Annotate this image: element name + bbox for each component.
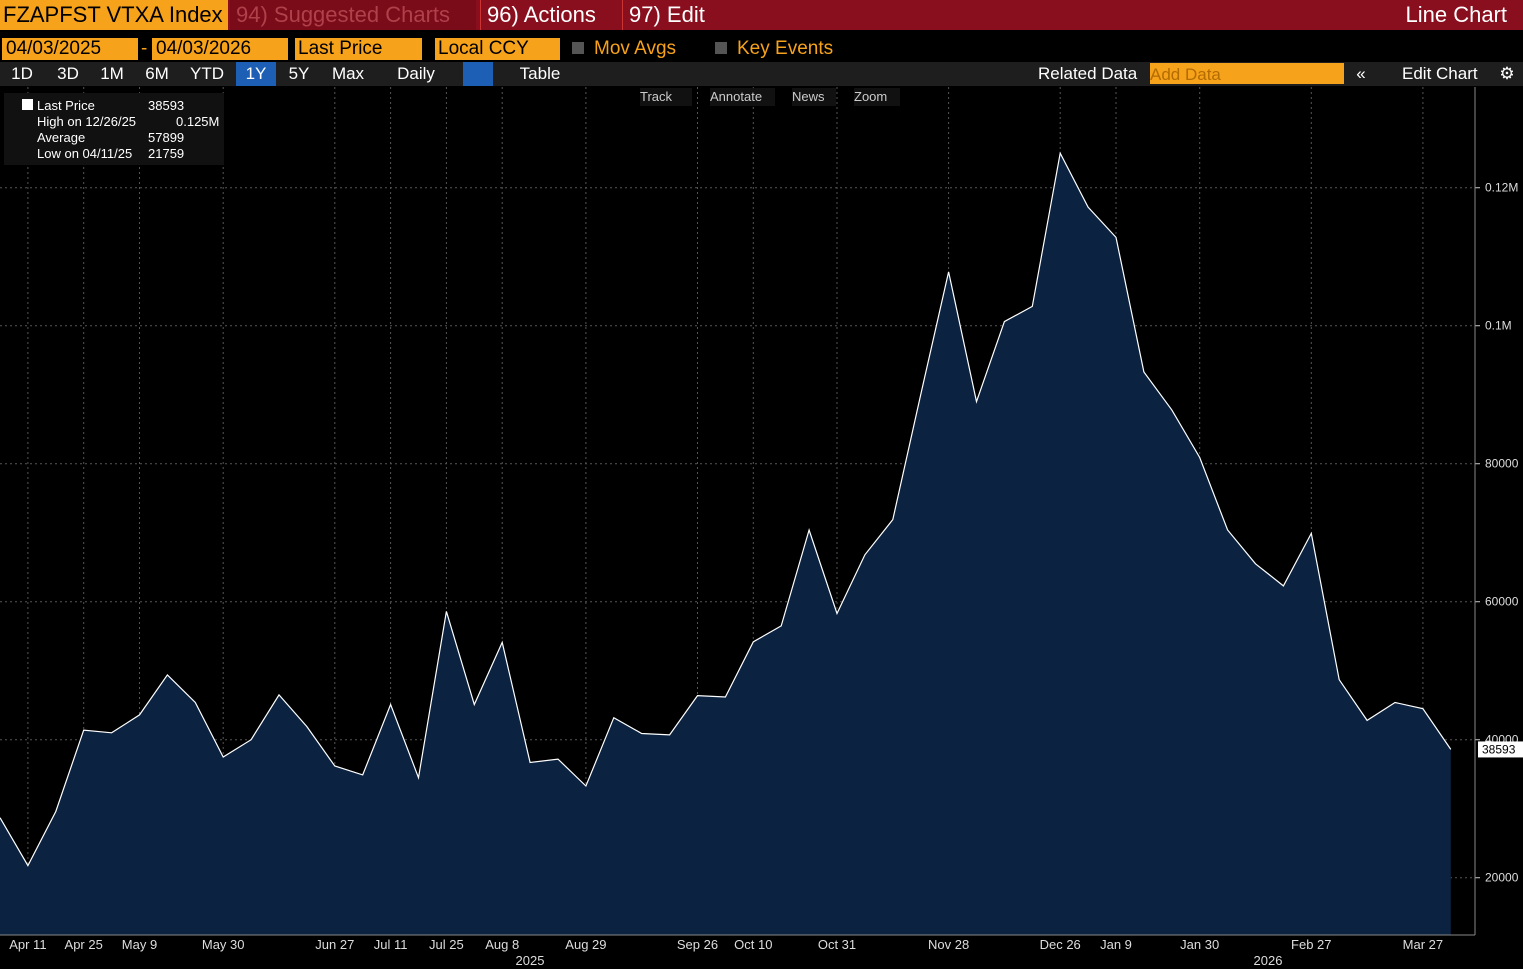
y-tick-label: 0.12M: [1485, 181, 1518, 195]
x-tick-label: Jul 25: [429, 937, 464, 952]
x-tick-label: Apr 25: [65, 937, 103, 952]
table-button[interactable]: Table: [505, 62, 575, 86]
x-tick-label: Jan 30: [1180, 937, 1219, 952]
x-tick-label: Oct 31: [818, 937, 856, 952]
line: [0, 151, 1452, 867]
tool-button[interactable]: Annotate: [710, 88, 775, 106]
x-tick-label: Sep 26: [677, 937, 718, 952]
legend-swatch: [22, 99, 33, 110]
tool-button[interactable]: Zoom: [854, 88, 900, 106]
last-value-tag: [1478, 741, 1523, 758]
legend-value: 0.125M: [176, 114, 219, 129]
period-button[interactable]: 6M: [136, 62, 178, 86]
currency[interactable]: Local CCY: [435, 38, 560, 60]
legend-value: 21759: [148, 146, 184, 161]
period-button[interactable]: 3D: [46, 62, 90, 86]
option[interactable]: Key Events: [737, 38, 834, 59]
x-tick-label: Mar 27: [1403, 937, 1443, 952]
x-tick-label: Oct 10: [734, 937, 772, 952]
y-tick-label: 60000: [1485, 595, 1519, 609]
menu[interactable]: 96) Actions: [480, 0, 622, 30]
chart-type: Line Chart: [1405, 2, 1507, 27]
menu[interactable]: 94) Suggested Charts: [230, 0, 476, 30]
period-button[interactable]: 5Y: [278, 62, 320, 86]
period-button[interactable]: YTD: [180, 62, 234, 86]
year-label: 2026: [1254, 953, 1283, 968]
year-label: 2025: [516, 953, 545, 968]
period-button[interactable]: 1D: [0, 62, 44, 86]
checkbox[interactable]: [715, 42, 727, 54]
y-tick-label: 0.1M: [1485, 319, 1512, 333]
legend-label: Low on 04/11/25: [37, 146, 132, 161]
end-date[interactable]: 04/03/2026: [152, 38, 288, 60]
period-button[interactable]: Max: [322, 62, 374, 86]
legend-label: Last Price: [37, 98, 95, 113]
legend-value: 57899: [148, 130, 184, 145]
x-tick-label: Dec 26: [1040, 937, 1081, 952]
checkbox[interactable]: [572, 42, 584, 54]
start-date[interactable]: 04/03/2025: [2, 38, 138, 60]
frequency[interactable]: Daily: [378, 62, 454, 86]
x-tick-label: Nov 28: [928, 937, 969, 952]
security[interactable]: FZAPFST VTXA Index: [0, 0, 228, 30]
collapse[interactable]: «: [1350, 62, 1372, 86]
related-data[interactable]: Related Data: [1038, 62, 1138, 86]
y-tick-label: 20000: [1485, 871, 1519, 885]
legend-box: [4, 93, 224, 165]
y-tick-label: 80000: [1485, 457, 1519, 471]
legend-label: High on 12/26/25: [37, 114, 136, 129]
option[interactable]: Mov Avgs: [594, 38, 677, 59]
x-tick-label: Feb 27: [1291, 937, 1331, 952]
last-value-label: 38593: [1482, 742, 1516, 756]
date-sep: -: [141, 38, 148, 59]
field[interactable]: Last Price: [295, 38, 422, 60]
x-tick-label: Apr 11: [9, 937, 46, 952]
edit-chart[interactable]: Edit Chart: [1402, 62, 1488, 86]
area: [0, 153, 1451, 935]
add-data[interactable]: Add Data: [1150, 63, 1344, 84]
x-tick-label: May 30: [202, 937, 245, 952]
period-button[interactable]: 1Y: [236, 62, 276, 86]
x-tick-label: Jun 27: [315, 937, 354, 952]
x-tick-label: May 9: [122, 937, 157, 952]
tool-button[interactable]: News: [792, 88, 836, 106]
settings[interactable]: ⚙: [1495, 62, 1519, 86]
x-tick-label: Jul 11: [374, 937, 408, 952]
chart-icon[interactable]: [463, 62, 493, 86]
legend-value: 38593: [148, 98, 184, 113]
x-tick-label: Aug 8: [485, 937, 519, 952]
legend-label: Average: [37, 130, 85, 145]
period-button[interactable]: 1M: [90, 62, 134, 86]
menu[interactable]: 97) Edit: [622, 0, 729, 30]
x-tick-label: Jan 9: [1100, 937, 1132, 952]
top-bar: [0, 0, 1523, 30]
tool-button[interactable]: Track: [640, 88, 692, 106]
x-tick-label: Aug 29: [565, 937, 606, 952]
